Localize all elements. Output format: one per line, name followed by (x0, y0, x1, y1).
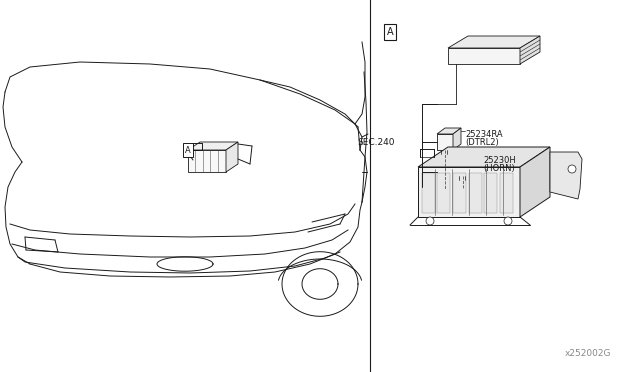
Bar (469, 173, 482, 213)
Text: SEC.240: SEC.240 (358, 138, 395, 147)
Polygon shape (455, 160, 471, 176)
Text: 25230H: 25230H (483, 155, 516, 164)
Text: A: A (185, 145, 191, 154)
Text: x252002G: x252002G (565, 350, 611, 359)
Polygon shape (520, 147, 550, 217)
Text: (DTRL2): (DTRL2) (465, 138, 499, 147)
Polygon shape (520, 36, 540, 64)
Polygon shape (550, 152, 582, 199)
Bar (422, 173, 435, 213)
Bar (500, 173, 513, 213)
Text: 25234RA: 25234RA (465, 129, 502, 138)
Polygon shape (455, 154, 479, 160)
Circle shape (568, 165, 576, 173)
Circle shape (426, 217, 434, 225)
Text: (HORN): (HORN) (483, 164, 515, 173)
Polygon shape (437, 128, 461, 134)
Polygon shape (437, 134, 453, 150)
Bar (484, 173, 497, 213)
Bar (437, 173, 450, 213)
Polygon shape (188, 150, 226, 172)
Circle shape (504, 217, 512, 225)
Polygon shape (188, 142, 238, 150)
Polygon shape (471, 154, 479, 176)
Bar (453, 173, 466, 213)
Polygon shape (453, 128, 461, 150)
Polygon shape (448, 36, 540, 48)
Polygon shape (418, 167, 520, 217)
Polygon shape (448, 48, 520, 64)
Text: A: A (387, 27, 394, 37)
Polygon shape (226, 142, 238, 172)
Polygon shape (418, 147, 550, 167)
